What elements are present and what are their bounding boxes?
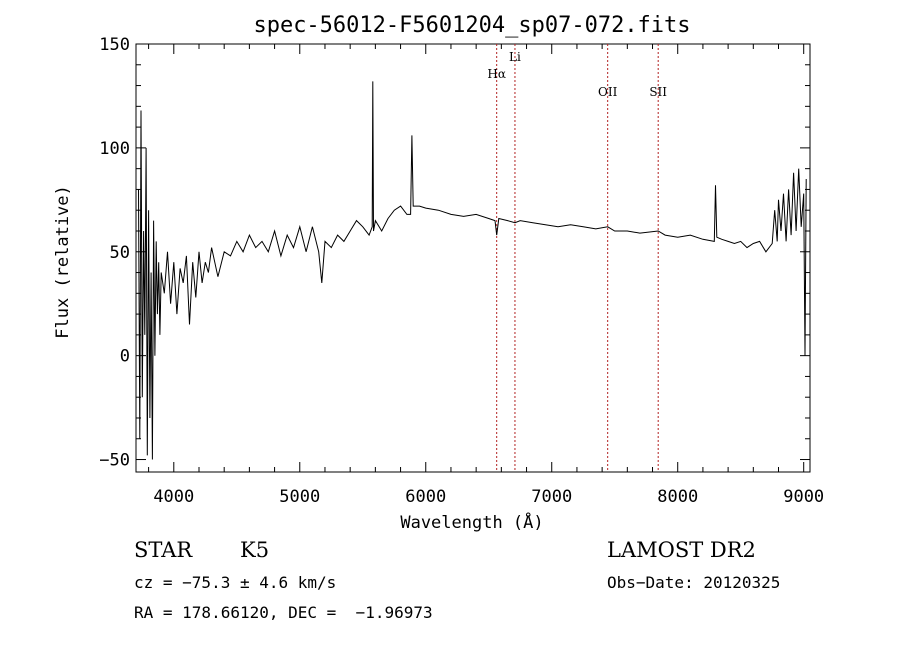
x-tick-label: 5000 bbox=[279, 487, 320, 507]
plot-frame bbox=[135, 43, 811, 473]
spectral-line-label: Hα bbox=[487, 67, 506, 81]
y-tick-label: 150 bbox=[99, 35, 130, 55]
y-tick-label: −50 bbox=[99, 451, 130, 471]
y-tick-label: 50 bbox=[110, 243, 130, 263]
spectral-line-label: OII bbox=[598, 85, 618, 99]
x-axis-label: Wavelength (Å) bbox=[400, 511, 543, 533]
y-tick-label: 0 bbox=[120, 347, 130, 367]
spectral-line-label: SII bbox=[649, 85, 667, 99]
spectrum-line-0 bbox=[138, 81, 807, 460]
x-tick-label: 9000 bbox=[783, 487, 824, 507]
x-tick-label: 6000 bbox=[405, 487, 446, 507]
x-tick-label: 8000 bbox=[657, 487, 698, 507]
axis-tick-labels: 4000 5000 6000 7000 8000 9000 −50 0 50 100 150 bbox=[99, 35, 824, 507]
coordinates-readout: RA = 178.66120, DEC = −1.96973 bbox=[134, 603, 433, 622]
subclass-label: K5 bbox=[240, 538, 270, 562]
survey-label: LAMOST DR2 bbox=[607, 538, 756, 562]
x-tick-label: 4000 bbox=[153, 487, 194, 507]
axis-ticks bbox=[136, 43, 810, 472]
spectrum-series bbox=[138, 81, 807, 460]
plot-border bbox=[135, 43, 811, 473]
cz-readout: cz = −75.3 ± 4.6 km/s bbox=[134, 573, 337, 592]
y-axis-label: Flux (relative) bbox=[53, 185, 73, 339]
x-tick-label: 7000 bbox=[531, 487, 572, 507]
spectral-line-label: Li bbox=[509, 50, 521, 64]
obs-date-readout: Obs−Date: 20120325 bbox=[607, 573, 781, 592]
y-tick-label: 100 bbox=[99, 139, 130, 159]
chart-title: spec-56012-F5601204_sp07-072.fits bbox=[253, 13, 690, 38]
classification-label: STAR bbox=[134, 538, 193, 562]
